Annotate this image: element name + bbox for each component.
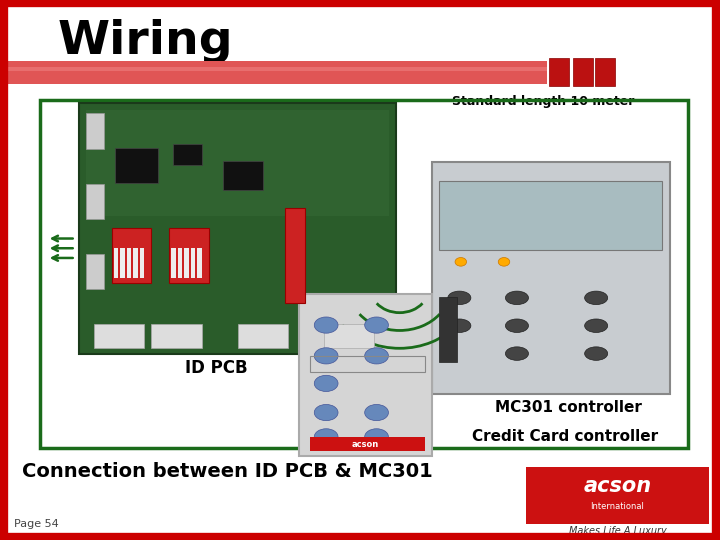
Bar <box>439 296 457 362</box>
Text: ID PCB: ID PCB <box>185 359 247 377</box>
Bar <box>127 248 131 279</box>
Bar <box>310 356 425 372</box>
Text: Makes Life A Luxury: Makes Life A Luxury <box>569 526 666 537</box>
Ellipse shape <box>448 291 471 305</box>
Bar <box>120 248 125 279</box>
Bar <box>595 58 615 86</box>
Circle shape <box>455 258 467 266</box>
Bar <box>439 180 662 250</box>
Bar <box>40 100 688 448</box>
Bar <box>133 248 138 279</box>
Text: Wiring: Wiring <box>58 19 233 64</box>
Bar <box>285 208 305 303</box>
Ellipse shape <box>315 375 338 391</box>
Bar <box>151 324 202 348</box>
Text: Credit Card controller: Credit Card controller <box>472 429 658 444</box>
Bar <box>0 61 547 84</box>
Bar <box>299 294 432 456</box>
Bar <box>171 248 176 279</box>
Bar <box>238 324 288 348</box>
Ellipse shape <box>505 319 528 333</box>
Text: MC301 controller: MC301 controller <box>495 400 642 415</box>
Bar <box>184 248 189 279</box>
Ellipse shape <box>365 317 389 333</box>
Ellipse shape <box>315 429 338 445</box>
Bar <box>169 228 209 284</box>
Ellipse shape <box>315 404 338 421</box>
Bar <box>0 66 547 71</box>
Ellipse shape <box>365 404 389 421</box>
Bar <box>86 110 389 215</box>
Ellipse shape <box>585 347 608 360</box>
Bar <box>573 58 593 86</box>
Bar <box>526 467 709 524</box>
Bar <box>178 248 182 279</box>
Ellipse shape <box>315 348 338 364</box>
Bar <box>79 103 396 354</box>
Bar <box>115 148 158 183</box>
Bar <box>112 228 151 284</box>
Bar <box>94 324 144 348</box>
Text: acson: acson <box>583 476 652 496</box>
Text: Standard length 10 meter: Standard length 10 meter <box>452 94 635 107</box>
Bar <box>432 162 670 394</box>
Bar <box>197 248 202 279</box>
Bar <box>86 113 104 148</box>
Bar <box>86 184 104 219</box>
Ellipse shape <box>315 317 338 333</box>
Bar <box>310 437 425 451</box>
Ellipse shape <box>505 347 528 360</box>
Bar <box>223 161 263 191</box>
Circle shape <box>498 258 510 266</box>
Ellipse shape <box>585 319 608 333</box>
Text: acson: acson <box>352 440 379 449</box>
Ellipse shape <box>585 291 608 305</box>
Bar <box>173 144 202 165</box>
Text: Page 54: Page 54 <box>14 519 59 529</box>
Ellipse shape <box>448 319 471 333</box>
Bar <box>324 324 374 348</box>
Text: Connection between ID PCB & MC301: Connection between ID PCB & MC301 <box>22 462 432 481</box>
Bar <box>140 248 144 279</box>
Bar <box>86 254 104 289</box>
Text: International: International <box>590 502 644 511</box>
Bar <box>549 58 569 86</box>
Bar <box>191 248 195 279</box>
Ellipse shape <box>365 429 389 445</box>
Bar <box>114 248 118 279</box>
Ellipse shape <box>365 348 389 364</box>
Ellipse shape <box>505 291 528 305</box>
